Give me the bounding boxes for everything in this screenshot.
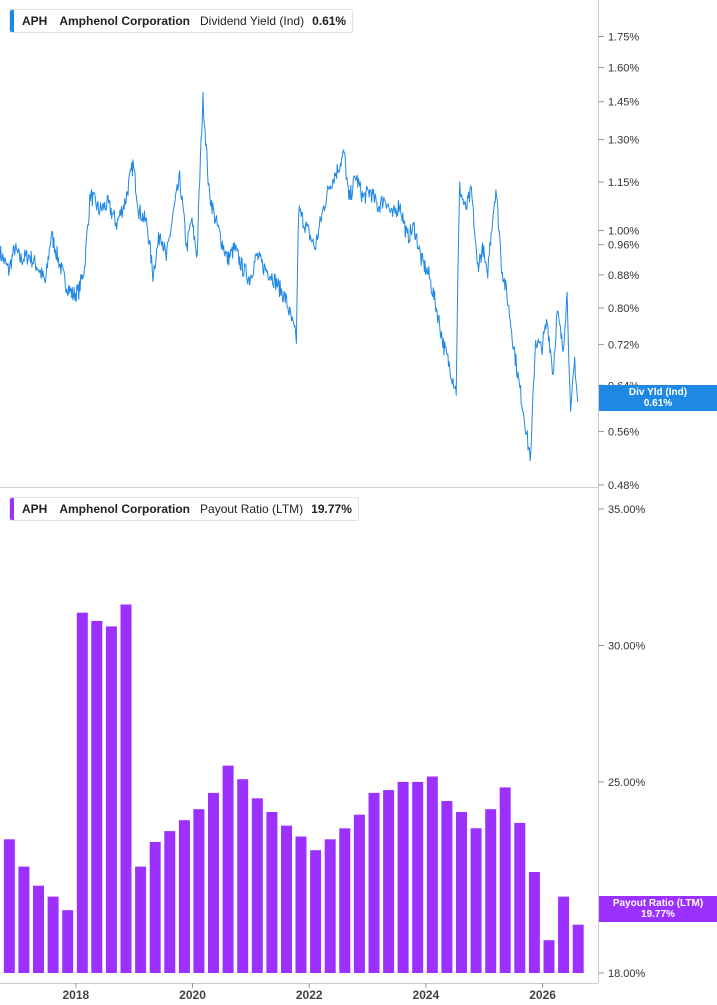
payout-bar bbox=[324, 839, 336, 973]
payout-bar bbox=[266, 812, 278, 973]
y-tick-label: 0.96% bbox=[608, 240, 639, 252]
payout-bar bbox=[572, 924, 584, 973]
y-tick-label: 18.00% bbox=[608, 968, 646, 980]
payout-bar bbox=[120, 604, 132, 973]
y-tick-label: 1.45% bbox=[608, 97, 639, 109]
dividend-yield-y-axis: 0.48%0.56%0.64%0.72%0.80%0.88%0.96%1.00%… bbox=[598, 32, 639, 492]
payout-bar bbox=[310, 850, 322, 973]
y-tick-label: 25.00% bbox=[608, 777, 646, 789]
payout-bar bbox=[528, 872, 540, 973]
payout-ratio-bars bbox=[3, 604, 584, 973]
x-tick-label: 2022 bbox=[296, 988, 323, 1002]
legend-ticker: APH bbox=[22, 502, 48, 516]
payout-bar bbox=[543, 940, 555, 973]
payout-bar bbox=[193, 809, 205, 973]
payout-bar bbox=[149, 842, 161, 973]
payout-bar bbox=[208, 792, 219, 973]
payout-bar bbox=[397, 781, 409, 973]
tag-value: 0.61% bbox=[643, 398, 673, 409]
payout-bar bbox=[251, 798, 263, 973]
payout-bar bbox=[105, 626, 117, 973]
payout-bar bbox=[47, 896, 59, 973]
dividend-yield-swatch bbox=[10, 10, 14, 32]
y-tick-label: 0.56% bbox=[608, 427, 639, 439]
legend-metric: Payout Ratio (LTM) bbox=[200, 502, 304, 516]
x-axis: 2018 2020 2022 2024 2026 bbox=[62, 983, 556, 1002]
payout-bar bbox=[18, 866, 30, 973]
y-tick-label: 1.15% bbox=[608, 177, 639, 189]
legend-value: 0.61% bbox=[312, 14, 347, 28]
payout-ratio-y-axis: 18.00% 25.00% 30.00% 35.00% bbox=[598, 504, 646, 980]
payout-bar bbox=[368, 792, 380, 973]
y-tick-label: 0.48% bbox=[608, 480, 639, 492]
payout-bar bbox=[456, 812, 467, 973]
payout-bar bbox=[383, 790, 395, 973]
payout-bar bbox=[222, 765, 234, 973]
payout-bar bbox=[164, 831, 176, 973]
x-tick-label: 2018 bbox=[62, 988, 89, 1002]
y-tick-label: 1.30% bbox=[608, 135, 639, 147]
payout-bar bbox=[426, 776, 438, 973]
payout-ratio-value-tag: Payout Ratio (LTM) 19.77% bbox=[599, 896, 717, 922]
tag-label: Div Yld (Ind) bbox=[628, 387, 688, 398]
payout-bar bbox=[135, 866, 147, 973]
dividend-yield-legend[interactable]: APH Amphenol Corporation Dividend Yield … bbox=[9, 9, 354, 33]
dividend-yield-line bbox=[0, 91, 579, 461]
payout-bar bbox=[353, 814, 365, 973]
y-tick-label: 30.00% bbox=[608, 640, 646, 652]
payout-bar bbox=[91, 620, 103, 973]
payout-bar bbox=[485, 809, 497, 973]
payout-bar bbox=[339, 828, 351, 973]
legend-company: Amphenol Corporation bbox=[59, 14, 191, 28]
payout-bar bbox=[470, 828, 482, 973]
y-tick-label: 0.72% bbox=[608, 339, 639, 351]
tag-value: 19.77% bbox=[641, 909, 675, 920]
legend-value: 19.77% bbox=[311, 502, 352, 516]
dividend-yield-value-tag: Div Yld (Ind) 0.61% bbox=[599, 385, 717, 411]
payout-bar bbox=[441, 801, 453, 973]
y-tick-label: 1.75% bbox=[608, 32, 639, 44]
payout-bar bbox=[76, 612, 88, 973]
payout-bar bbox=[62, 910, 74, 973]
payout-bar bbox=[295, 836, 307, 973]
y-tick-label: 1.00% bbox=[608, 226, 639, 238]
y-tick-label: 0.88% bbox=[608, 270, 639, 282]
payout-bar bbox=[281, 825, 292, 973]
y-tick-label: 1.60% bbox=[608, 63, 639, 75]
payout-bar bbox=[33, 885, 44, 973]
payout-bar bbox=[514, 822, 526, 973]
legend-ticker: APH bbox=[22, 14, 48, 28]
payout-bar bbox=[237, 779, 249, 973]
x-tick-label: 2024 bbox=[413, 988, 440, 1002]
payout-bar bbox=[178, 820, 190, 973]
x-tick-label: 2020 bbox=[179, 988, 206, 1002]
tag-label: Payout Ratio (LTM) bbox=[612, 898, 704, 909]
legend-metric: Dividend Yield (Ind) bbox=[200, 14, 305, 28]
legend-company: Amphenol Corporation bbox=[59, 502, 191, 516]
payout-bar bbox=[3, 839, 15, 973]
payout-bar bbox=[412, 781, 424, 973]
y-tick-label: 0.80% bbox=[608, 303, 639, 315]
payout-bar bbox=[499, 787, 511, 973]
x-tick-label: 2026 bbox=[529, 988, 556, 1002]
payout-ratio-legend[interactable]: APH Amphenol Corporation Payout Ratio (L… bbox=[9, 497, 359, 521]
payout-bar bbox=[558, 896, 570, 973]
y-tick-label: 35.00% bbox=[608, 504, 646, 516]
payout-ratio-swatch bbox=[10, 498, 14, 520]
